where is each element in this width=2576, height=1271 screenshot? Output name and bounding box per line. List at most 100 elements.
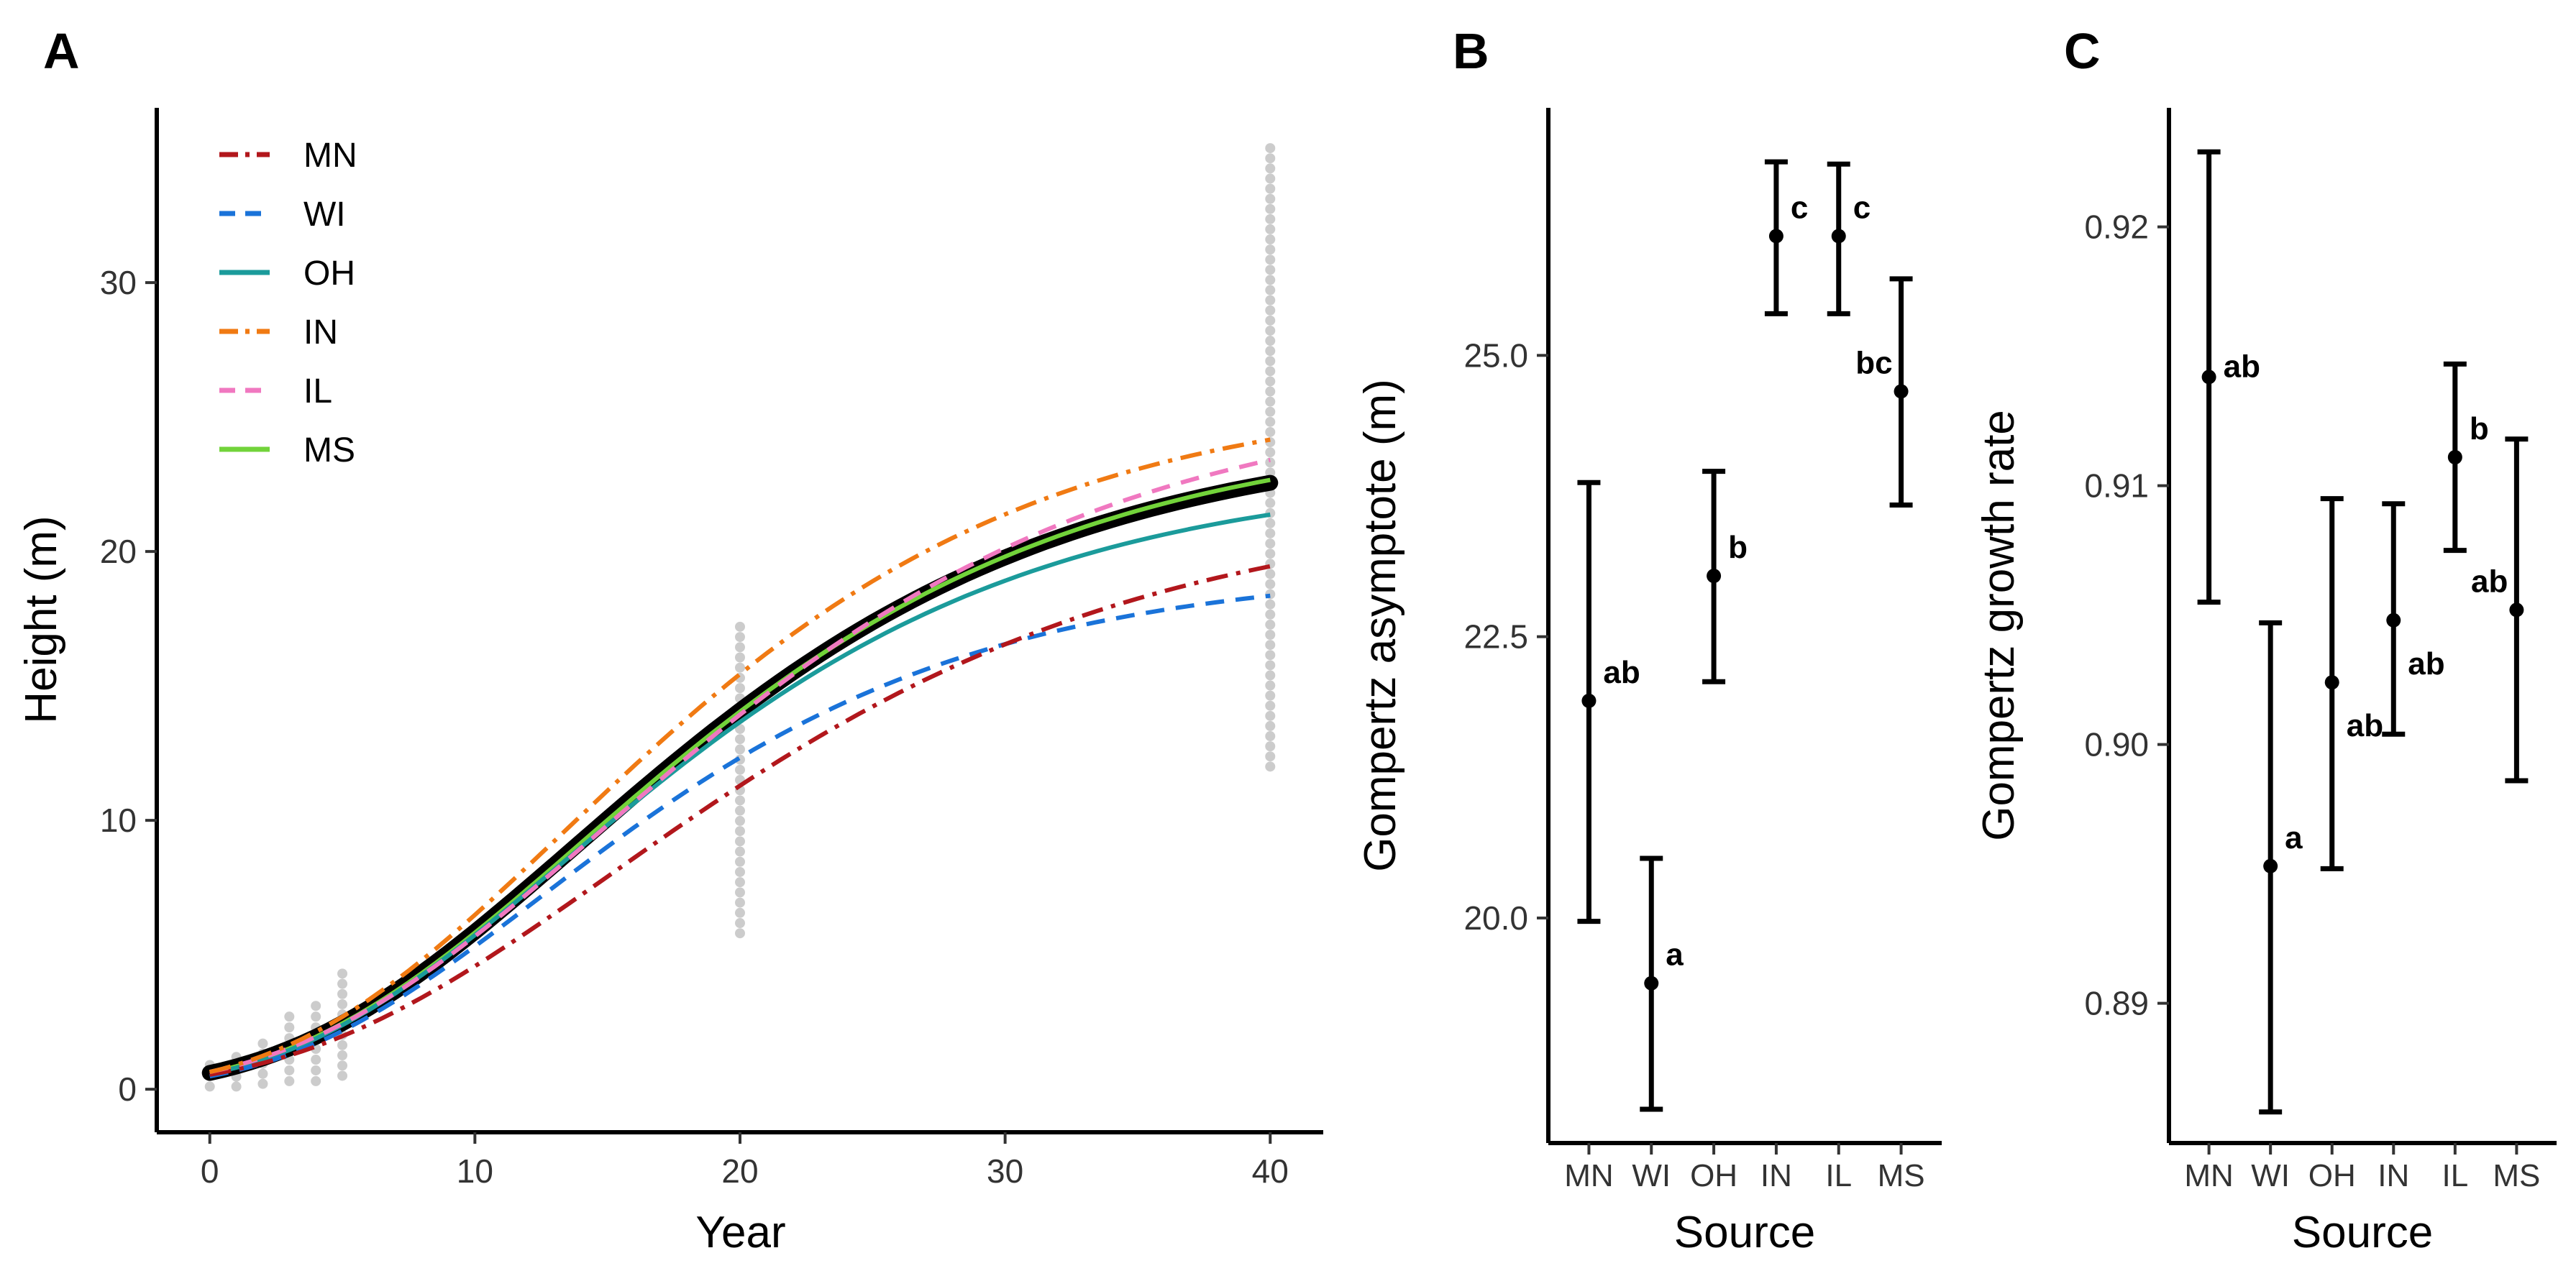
observed-height-point	[257, 1078, 268, 1089]
significance-letter: c	[1791, 190, 1808, 225]
observed-height-point	[735, 734, 745, 745]
legend-label-wi: WI	[303, 196, 346, 234]
observed-height-point	[1265, 467, 1276, 478]
observed-height-point	[1265, 497, 1276, 508]
observed-height-point	[735, 897, 745, 908]
observed-height-point	[735, 764, 745, 775]
observed-height-point	[735, 652, 745, 663]
observed-height-point	[1265, 386, 1276, 397]
point-estimate	[1644, 976, 1659, 991]
observed-height-point	[735, 928, 745, 939]
panel-c-label: C	[2064, 23, 2101, 79]
fit-curve-wi	[209, 593, 1271, 1079]
observed-height-point	[1265, 173, 1276, 184]
point-estimate	[2509, 602, 2524, 618]
observed-height-point	[735, 856, 745, 867]
observed-height-point	[735, 866, 745, 877]
observed-height-point	[735, 805, 745, 816]
observed-height-point	[257, 1038, 268, 1049]
x-tick-label-wi: WI	[1632, 1158, 1671, 1193]
observed-height-point	[1265, 670, 1276, 681]
point-estimate	[2447, 450, 2462, 464]
observed-height-point	[204, 1081, 215, 1092]
observed-height-point	[1265, 569, 1276, 579]
observed-height-point	[337, 999, 348, 1009]
legend-label-il: IL	[303, 372, 332, 410]
observed-height-point	[337, 968, 348, 979]
observed-height-point	[231, 1081, 242, 1092]
observed-height-point	[1265, 579, 1276, 589]
legend-label-in: IN	[303, 313, 338, 352]
point-estimate	[1894, 384, 1909, 399]
x-tick-label-il: IL	[1825, 1158, 1852, 1193]
observed-height-point	[1265, 406, 1276, 417]
point-estimate	[1768, 229, 1783, 244]
observed-height-point	[1265, 153, 1276, 164]
observed-height-point	[284, 1075, 295, 1086]
significance-letter: c	[1853, 190, 1871, 225]
observed-height-point	[1265, 336, 1276, 347]
observed-height-point	[337, 1040, 348, 1050]
panel-b-x-axis-title: Source	[1674, 1208, 1815, 1257]
legend: MN WI OH IN IL MS	[219, 137, 357, 469]
point-estimate	[2324, 675, 2339, 690]
observed-height-point	[735, 846, 745, 857]
observed-height-point	[1265, 710, 1276, 721]
observed-height-point	[337, 1050, 348, 1061]
observed-height-point	[1265, 720, 1276, 731]
observed-height-point	[735, 877, 745, 888]
observed-height-point	[735, 621, 745, 632]
observed-height-point	[1265, 761, 1276, 772]
x-tick-label: 10	[457, 1152, 493, 1190]
observed-height-point	[1265, 751, 1276, 762]
observed-height-point	[1265, 518, 1276, 528]
observed-height-point	[1265, 193, 1276, 204]
observed-height-point	[1265, 295, 1276, 306]
observed-height-point	[1265, 690, 1276, 701]
observed-height-point	[1265, 376, 1276, 387]
observed-height-point	[311, 1055, 321, 1065]
observed-height-point	[337, 1060, 348, 1071]
observed-height-point	[1265, 346, 1276, 357]
significance-letter: b	[1728, 530, 1748, 565]
x-tick-label-ms: MS	[1878, 1158, 1925, 1193]
panel-a-y-axis-title: Height (m)	[17, 515, 66, 723]
significance-letter: ab	[1603, 655, 1640, 690]
observed-height-point	[1265, 265, 1276, 275]
significance-letter: ab	[2408, 646, 2444, 682]
point-estimate	[1831, 229, 1846, 244]
observed-height-point	[284, 1065, 295, 1075]
panel-b-label: B	[1453, 23, 1489, 79]
observed-height-point	[735, 642, 745, 653]
point-estimate	[1707, 569, 1722, 584]
observed-height-point	[1265, 630, 1276, 641]
observed-height-point	[1265, 426, 1276, 437]
observed-height-point	[284, 1011, 295, 1022]
observed-height-point	[735, 632, 745, 643]
observed-height-point	[1265, 700, 1276, 711]
observed-height-point	[1265, 305, 1276, 316]
observed-height-point	[1265, 549, 1276, 559]
x-tick-label-wi: WI	[2251, 1158, 2290, 1193]
observed-height-point	[311, 1011, 321, 1022]
observed-height-point	[1265, 143, 1276, 154]
fit-curve-il	[209, 457, 1271, 1075]
x-tick-label-oh: OH	[1690, 1158, 1737, 1193]
y-tick-label: 0.91	[2084, 467, 2149, 505]
observed-height-point	[311, 1065, 321, 1075]
x-tick-label-in: IN	[2378, 1158, 2409, 1193]
observed-height-point	[1265, 203, 1276, 214]
y-tick-label: 0.90	[2084, 726, 2149, 763]
significance-letter: ab	[2471, 564, 2508, 599]
observed-height-point	[1265, 224, 1276, 234]
observed-height-point	[1265, 447, 1276, 458]
observed-height-point	[735, 907, 745, 918]
panel-a-x-axis-title: Year	[695, 1208, 785, 1257]
observed-height-point	[1265, 660, 1276, 671]
